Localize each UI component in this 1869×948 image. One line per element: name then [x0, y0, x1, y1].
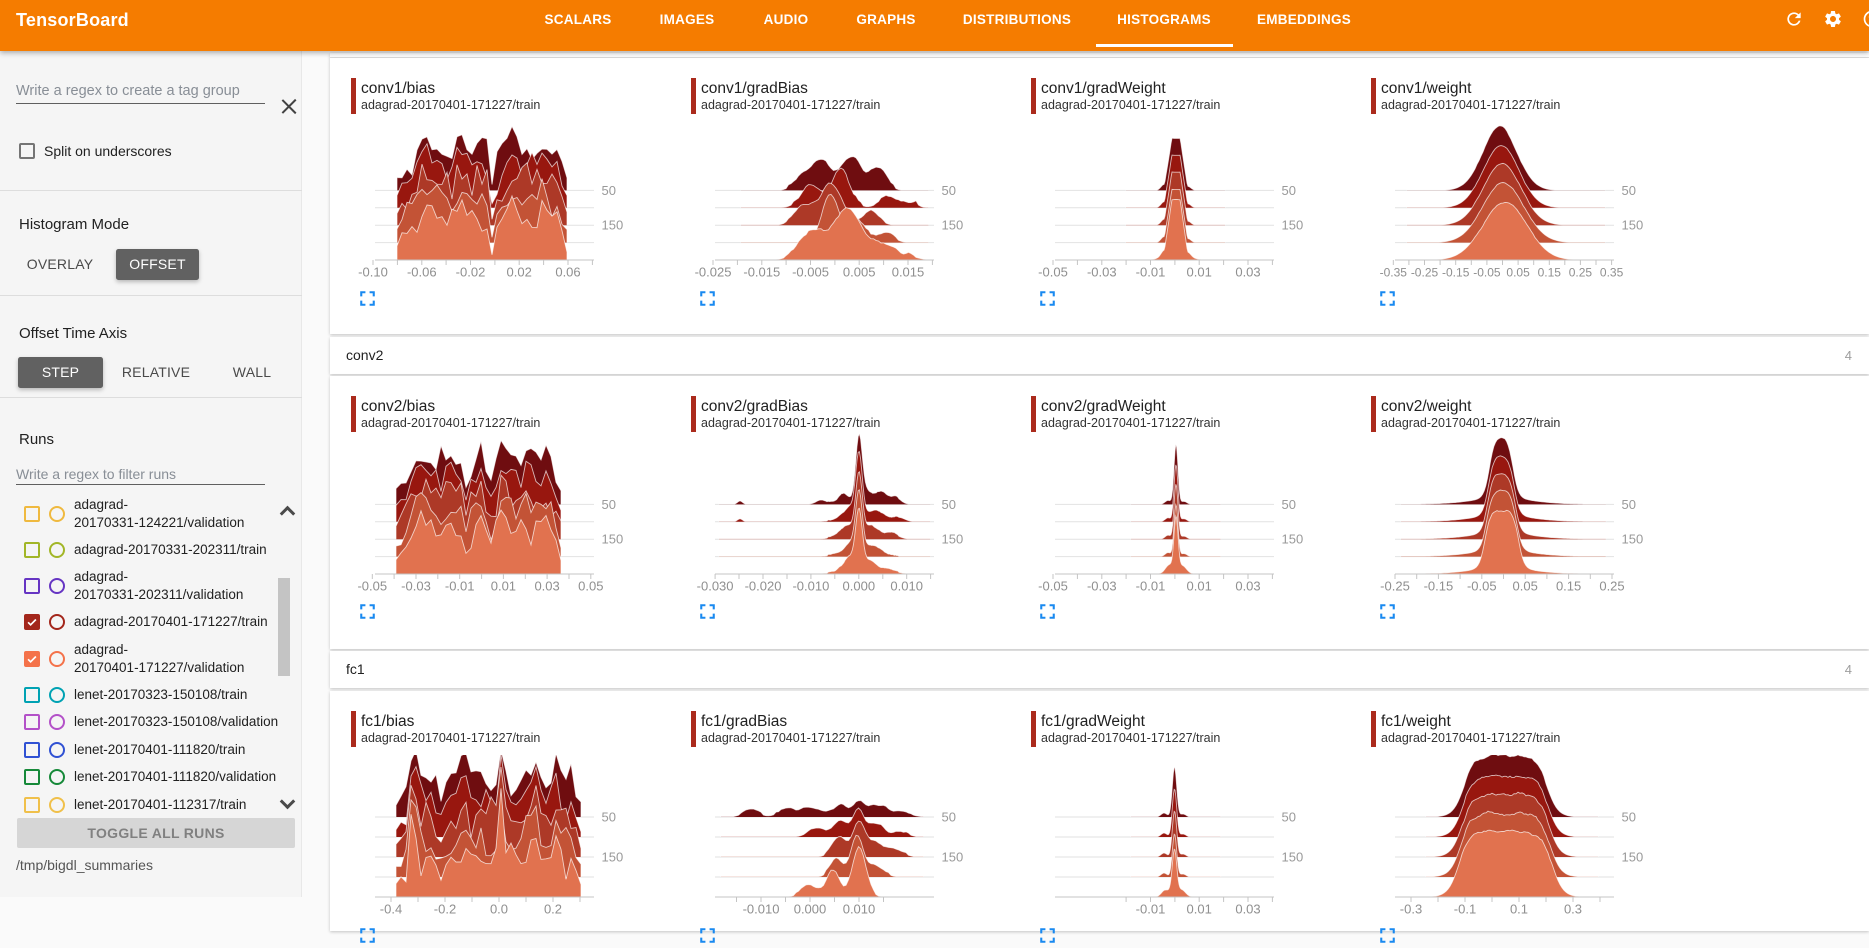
svg-text:-0.010: -0.010 — [743, 901, 780, 916]
svg-text:150: 150 — [1622, 218, 1644, 233]
svg-text:0.01: 0.01 — [491, 578, 516, 593]
svg-text:-0.020: -0.020 — [745, 578, 782, 593]
svg-text:50: 50 — [602, 809, 616, 824]
svg-text:-0.015: -0.015 — [743, 265, 780, 280]
svg-text:0.15: 0.15 — [1538, 266, 1562, 280]
svg-text:0.03: 0.03 — [534, 578, 559, 593]
svg-text:150: 150 — [1282, 849, 1304, 864]
svg-text:50: 50 — [942, 809, 956, 824]
svg-text:0.05: 0.05 — [1506, 266, 1530, 280]
svg-text:-0.06: -0.06 — [407, 265, 437, 280]
svg-text:0.03: 0.03 — [1235, 901, 1260, 916]
svg-text:0.03: 0.03 — [1235, 578, 1260, 593]
svg-text:0.05: 0.05 — [578, 578, 603, 593]
svg-text:50: 50 — [602, 496, 616, 511]
svg-text:0.01: 0.01 — [1187, 578, 1212, 593]
svg-text:-0.3: -0.3 — [1400, 901, 1422, 916]
svg-text:0.15: 0.15 — [1556, 578, 1581, 593]
svg-text:0.02: 0.02 — [507, 265, 532, 280]
svg-text:-0.4: -0.4 — [380, 901, 402, 916]
svg-text:0.1: 0.1 — [1510, 901, 1528, 916]
svg-text:50: 50 — [1282, 183, 1296, 198]
svg-text:150: 150 — [602, 531, 624, 546]
svg-text:50: 50 — [1282, 809, 1296, 824]
svg-text:0.015: 0.015 — [892, 265, 925, 280]
svg-text:0.3: 0.3 — [1564, 901, 1582, 916]
svg-text:-0.1: -0.1 — [1454, 901, 1476, 916]
svg-text:-0.05: -0.05 — [1038, 578, 1068, 593]
svg-text:50: 50 — [942, 496, 956, 511]
svg-text:-0.05: -0.05 — [1473, 266, 1501, 280]
svg-text:0.01: 0.01 — [1187, 901, 1212, 916]
svg-text:0.000: 0.000 — [794, 901, 827, 916]
svg-text:-0.10: -0.10 — [358, 265, 388, 280]
svg-text:-0.02: -0.02 — [456, 265, 486, 280]
svg-text:150: 150 — [602, 849, 624, 864]
svg-text:-0.025: -0.025 — [695, 265, 732, 280]
svg-text:-0.01: -0.01 — [1136, 265, 1166, 280]
svg-text:-0.15: -0.15 — [1424, 578, 1454, 593]
svg-text:-0.05: -0.05 — [1038, 265, 1068, 280]
svg-text:-0.05: -0.05 — [357, 578, 387, 593]
svg-text:-0.01: -0.01 — [1136, 578, 1166, 593]
svg-text:0.25: 0.25 — [1599, 578, 1624, 593]
svg-text:0.03: 0.03 — [1235, 265, 1260, 280]
svg-text:150: 150 — [1622, 531, 1644, 546]
svg-text:-0.15: -0.15 — [1442, 266, 1470, 280]
svg-text:0.25: 0.25 — [1569, 266, 1593, 280]
svg-text:50: 50 — [602, 183, 616, 198]
svg-text:-0.01: -0.01 — [445, 578, 475, 593]
svg-text:0.010: 0.010 — [890, 578, 923, 593]
svg-text:0.000: 0.000 — [843, 578, 876, 593]
svg-text:50: 50 — [1622, 809, 1636, 824]
svg-text:0.01: 0.01 — [1187, 265, 1212, 280]
svg-text:150: 150 — [1282, 531, 1304, 546]
svg-text:150: 150 — [942, 218, 964, 233]
svg-text:-0.25: -0.25 — [1411, 266, 1439, 280]
svg-text:0.35: 0.35 — [1600, 266, 1624, 280]
svg-text:-0.25: -0.25 — [1380, 578, 1410, 593]
svg-text:-0.35: -0.35 — [1380, 266, 1408, 280]
svg-text:-0.03: -0.03 — [1087, 578, 1117, 593]
svg-text:-0.005: -0.005 — [792, 265, 829, 280]
svg-text:-0.03: -0.03 — [1087, 265, 1117, 280]
svg-text:150: 150 — [942, 849, 964, 864]
svg-text:150: 150 — [602, 218, 624, 233]
svg-text:50: 50 — [942, 183, 956, 198]
svg-text:0.05: 0.05 — [1513, 578, 1538, 593]
svg-text:-0.01: -0.01 — [1136, 901, 1166, 916]
svg-text:0.0: 0.0 — [490, 901, 508, 916]
svg-text:50: 50 — [1622, 183, 1636, 198]
svg-text:150: 150 — [942, 531, 964, 546]
svg-text:150: 150 — [1282, 218, 1304, 233]
svg-text:150: 150 — [1622, 849, 1644, 864]
svg-text:-0.05: -0.05 — [1467, 578, 1497, 593]
svg-text:0.010: 0.010 — [843, 901, 876, 916]
svg-text:-0.030: -0.030 — [697, 578, 734, 593]
svg-text:0.2: 0.2 — [544, 901, 562, 916]
svg-text:0.06: 0.06 — [555, 265, 580, 280]
svg-text:-0.010: -0.010 — [792, 578, 829, 593]
svg-text:-0.2: -0.2 — [434, 901, 456, 916]
svg-text:-0.03: -0.03 — [401, 578, 431, 593]
svg-text:50: 50 — [1282, 496, 1296, 511]
svg-text:0.005: 0.005 — [843, 265, 876, 280]
svg-text:50: 50 — [1622, 496, 1636, 511]
